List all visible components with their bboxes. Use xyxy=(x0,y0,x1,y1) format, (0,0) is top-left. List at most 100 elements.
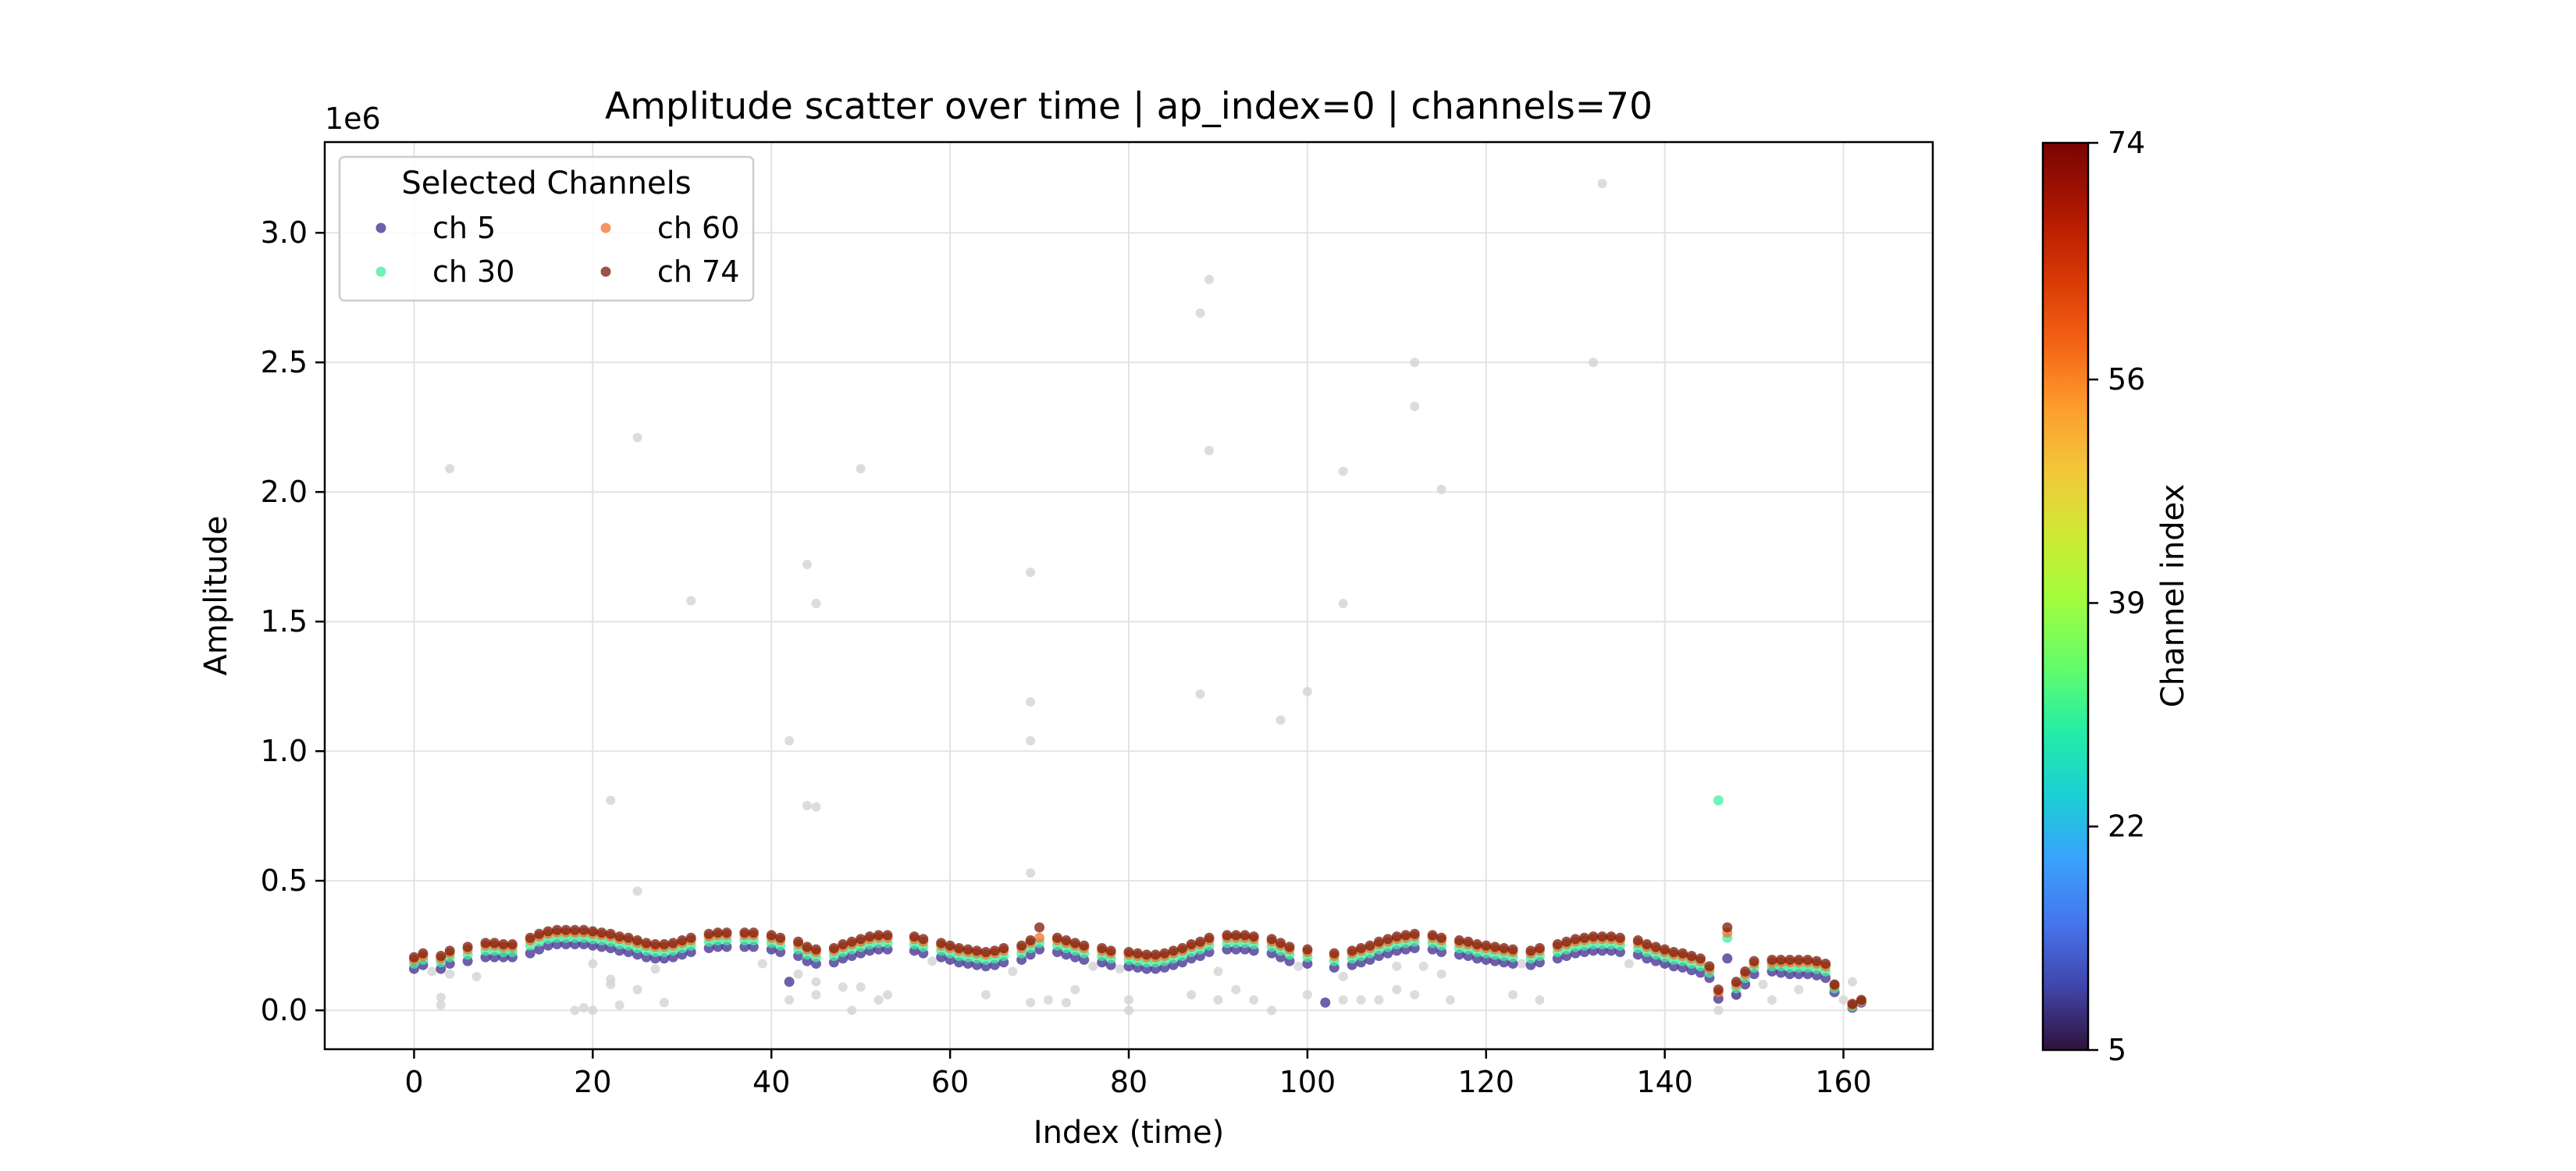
data-point xyxy=(1686,950,1697,961)
background-point xyxy=(1213,966,1223,977)
background-point xyxy=(1213,995,1223,1005)
data-point xyxy=(1276,938,1286,949)
background-point xyxy=(427,966,437,977)
data-point xyxy=(713,927,724,938)
data-point xyxy=(1132,948,1143,959)
data-point xyxy=(918,934,929,945)
background-point xyxy=(838,982,848,992)
background-point xyxy=(1204,274,1214,284)
background-point xyxy=(1061,998,1071,1008)
data-point xyxy=(659,939,670,950)
data-point xyxy=(489,938,500,949)
data-point xyxy=(945,940,955,951)
data-point xyxy=(507,939,518,950)
background-point xyxy=(1195,689,1205,699)
data-point xyxy=(543,926,553,937)
data-point xyxy=(623,932,634,943)
data-point xyxy=(1347,945,1357,956)
y-tick-label: 2.0 xyxy=(261,475,308,509)
x-axis-label: Index (time) xyxy=(1034,1115,1224,1151)
background-point xyxy=(1026,697,1036,707)
background-point xyxy=(757,959,767,969)
x-tick-label: 20 xyxy=(574,1065,611,1099)
data-point xyxy=(1240,930,1251,941)
data-point xyxy=(1499,943,1510,954)
data-point xyxy=(1784,954,1795,965)
data-point xyxy=(1284,941,1295,952)
background-point xyxy=(1589,358,1599,368)
y-tick-label: 2.5 xyxy=(261,345,308,379)
series-ch-74 xyxy=(408,922,1866,1009)
background-point xyxy=(856,464,866,474)
series-layer xyxy=(408,795,1866,1013)
data-point xyxy=(534,944,545,955)
data-point xyxy=(1150,949,1161,960)
chart-title: Amplitude scatter over time | ap_index=0… xyxy=(605,85,1653,128)
data-point xyxy=(856,934,866,945)
data-point xyxy=(1650,941,1661,952)
x-tick-label: 140 xyxy=(1636,1065,1693,1099)
background-point xyxy=(614,1000,624,1010)
background-point xyxy=(632,984,642,995)
background-point xyxy=(1508,990,1518,1000)
data-point xyxy=(1141,949,1152,960)
legend-label: ch 5 xyxy=(432,211,496,245)
data-point xyxy=(534,928,545,939)
data-point xyxy=(444,945,455,956)
data-point xyxy=(1793,954,1804,965)
colorbar-tick-label: 74 xyxy=(2108,126,2145,160)
legend-marker xyxy=(375,266,386,277)
background-point xyxy=(650,964,660,974)
y-tick-label: 0.5 xyxy=(261,863,308,898)
x-tick-label: 120 xyxy=(1458,1065,1515,1099)
data-point xyxy=(1731,977,1742,988)
background-point xyxy=(980,990,991,1000)
background-point xyxy=(1026,998,1036,1008)
data-point xyxy=(1606,931,1617,942)
background-point xyxy=(445,969,455,979)
legend-box xyxy=(338,155,755,302)
background-point xyxy=(1410,990,1420,1000)
data-point xyxy=(971,945,982,956)
data-point xyxy=(1588,931,1599,942)
background-point xyxy=(802,800,812,810)
colorbar-label: Channel index xyxy=(2155,484,2191,707)
background-point xyxy=(847,1005,857,1016)
data-point xyxy=(569,924,580,935)
data-point xyxy=(1704,961,1715,972)
data-point xyxy=(1534,943,1545,954)
data-point xyxy=(1195,936,1206,947)
background-point xyxy=(1624,959,1634,969)
legend: Selected Channels ch 5 ch 60 ch 30 ch 74 xyxy=(338,155,755,302)
data-point xyxy=(703,928,714,939)
background-point xyxy=(1338,598,1348,608)
background-point xyxy=(1187,990,1197,1000)
data-point xyxy=(408,952,419,963)
data-point xyxy=(1230,930,1241,941)
background-point xyxy=(1535,995,1545,1005)
data-point xyxy=(1678,948,1688,959)
data-point xyxy=(1320,997,1331,1008)
data-point xyxy=(1079,940,1090,951)
data-point xyxy=(1302,944,1313,955)
data-point xyxy=(1749,956,1759,966)
data-point xyxy=(1382,934,1393,945)
background-point xyxy=(1848,977,1857,987)
data-point xyxy=(1802,954,1813,965)
x-tick-label: 80 xyxy=(1110,1065,1147,1099)
data-point xyxy=(596,927,607,938)
background-point xyxy=(436,992,446,1002)
data-point xyxy=(1051,932,1062,943)
colorbar: 5 22 39 56 74 Channel index xyxy=(2041,126,2191,1067)
data-point xyxy=(587,926,598,937)
series-ch-30 xyxy=(408,795,1866,1012)
background-point xyxy=(1713,1005,1724,1016)
data-point xyxy=(1579,932,1590,943)
data-point xyxy=(1471,939,1482,950)
data-point xyxy=(641,938,652,949)
background-point xyxy=(1276,715,1286,725)
background-point xyxy=(1410,358,1420,368)
background-point xyxy=(785,735,795,746)
data-point xyxy=(1061,935,1072,946)
data-point xyxy=(1436,932,1447,943)
